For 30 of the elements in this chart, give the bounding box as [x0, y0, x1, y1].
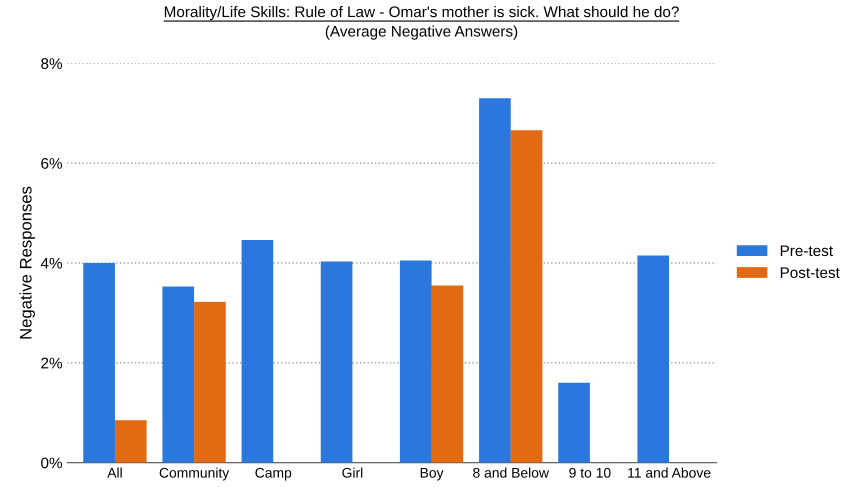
- chart-title: Morality/Life Skills: Rule of Law - Omar's mother is sick. What should he do?: [164, 6, 679, 20]
- bar: [320, 261, 352, 463]
- bar: [83, 262, 115, 463]
- bar: [242, 240, 274, 463]
- x-tick-label: All: [107, 468, 122, 478]
- bar: [114, 420, 147, 463]
- y-tick-label: 2%: [41, 358, 62, 368]
- y-tick-label: 0%: [41, 458, 62, 468]
- y-tick-label: 4%: [40, 258, 62, 269]
- chart-subtitle: (Average Negative Answers): [326, 25, 518, 40]
- x-tick-label: Boy: [420, 468, 444, 480]
- x-tick-label: Camp: [255, 468, 292, 480]
- x-tick-label: 9 to 10: [569, 468, 611, 478]
- bar: [432, 285, 464, 463]
- bar: [162, 286, 194, 463]
- bar: [558, 382, 590, 463]
- bar: [400, 260, 432, 463]
- bar: [510, 130, 542, 463]
- y-tick-label: 8%: [41, 58, 62, 69]
- y-tick-label: 6%: [41, 158, 62, 169]
- x-tick-label: Community: [160, 468, 230, 480]
- legend-label: Post-test: [780, 267, 840, 278]
- bar: [637, 255, 670, 463]
- x-tick-label: 8 and Below: [473, 468, 549, 478]
- y-axis-title: Negative Responses: [19, 186, 35, 339]
- legend-label: Pre-test: [780, 245, 833, 256]
- bar: [194, 302, 226, 463]
- bar: [479, 98, 511, 463]
- x-tick-label: 11 and Above: [628, 468, 710, 478]
- x-tick-label: Girl: [342, 468, 362, 478]
